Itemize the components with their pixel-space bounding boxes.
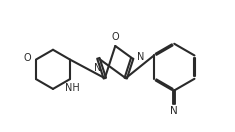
Text: N: N [137, 52, 144, 62]
Text: NH: NH [65, 83, 80, 93]
Text: N: N [170, 107, 178, 117]
Text: N: N [94, 63, 101, 73]
Text: O: O [24, 53, 31, 63]
Text: O: O [111, 32, 119, 42]
